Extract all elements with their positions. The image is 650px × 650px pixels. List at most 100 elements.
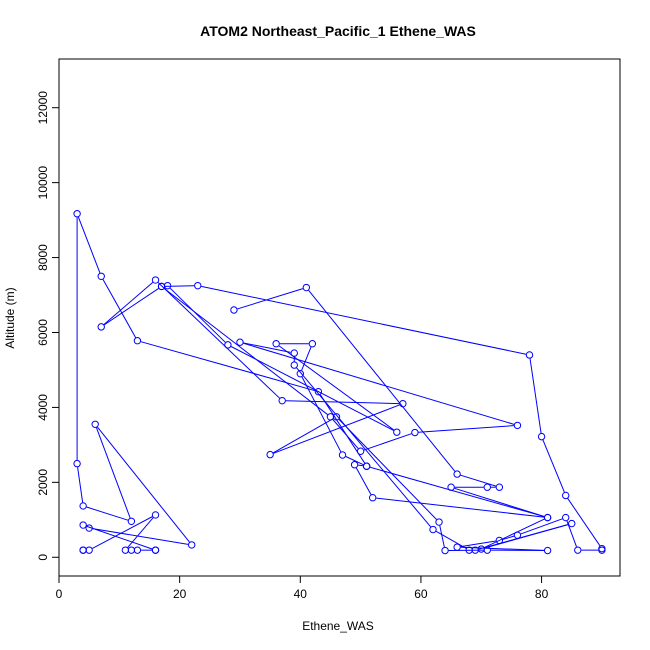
series-segment <box>358 464 364 467</box>
series-segment <box>92 528 189 545</box>
x-tick-label: 80 <box>535 587 549 601</box>
series-segment <box>369 466 545 518</box>
series-segment <box>95 427 131 519</box>
series-segment <box>484 524 569 549</box>
data-point <box>224 341 232 349</box>
data-point <box>477 545 485 553</box>
series-segment <box>165 285 195 287</box>
series-segment <box>332 419 359 449</box>
series-segment <box>103 282 154 325</box>
series-segment <box>243 342 291 353</box>
data-point <box>121 546 130 554</box>
data-point <box>453 543 461 551</box>
series-segment <box>273 404 400 454</box>
series-segment <box>529 358 542 434</box>
data-point <box>574 546 582 554</box>
series-segment <box>460 546 545 551</box>
data-point <box>598 544 606 553</box>
data-point <box>447 483 455 491</box>
data-point <box>568 519 576 528</box>
data-point <box>230 306 238 314</box>
series-segment <box>418 425 514 433</box>
series-segment <box>278 345 395 431</box>
series-segment <box>103 287 159 326</box>
series-segment <box>363 433 412 451</box>
data-point <box>278 396 286 405</box>
y-tick-label: 6000 <box>36 319 50 346</box>
series-segment <box>355 467 372 495</box>
series-segment <box>77 467 84 503</box>
data-point <box>79 502 87 510</box>
data-point <box>188 541 196 549</box>
y-tick-label: 2000 <box>36 469 50 496</box>
data-point <box>441 546 449 555</box>
x-tick-label: 40 <box>294 587 308 601</box>
data-point <box>495 536 504 545</box>
data-point <box>272 340 280 348</box>
data-point <box>537 432 546 441</box>
series-segment <box>345 456 364 466</box>
series-segment <box>301 346 312 371</box>
series-segment <box>157 282 280 399</box>
series-segment <box>97 426 190 543</box>
data-point <box>543 513 552 522</box>
data-point <box>513 421 522 430</box>
data-point <box>85 524 93 532</box>
data-point <box>562 513 570 522</box>
plot-frame <box>58 58 621 577</box>
series-segment <box>86 525 153 550</box>
series-segment <box>243 342 515 425</box>
data-point <box>314 387 323 396</box>
series-segment <box>542 439 565 493</box>
data-point <box>151 511 160 519</box>
series-segment <box>460 474 497 487</box>
series-segment <box>77 216 101 274</box>
series-segment <box>376 497 545 518</box>
data-point <box>513 531 522 539</box>
data-point <box>290 361 298 369</box>
data-point <box>429 525 437 534</box>
data-point <box>236 338 244 346</box>
data-point <box>435 518 443 526</box>
y-axis: 0 2000 4000 6000 8000 10000 12000 <box>36 91 60 561</box>
data-point <box>326 413 335 421</box>
series-segment <box>285 400 400 405</box>
data-point <box>296 369 304 378</box>
series-segment <box>273 418 334 454</box>
data-point <box>368 494 377 502</box>
data-point <box>79 546 87 554</box>
data-point <box>151 546 160 554</box>
y-tick-label: 0 <box>36 554 50 561</box>
data-point <box>85 546 93 554</box>
y-tick-label: 4000 <box>36 394 50 421</box>
data-point <box>308 340 317 348</box>
data-point <box>266 450 274 459</box>
x-tick-label: 60 <box>414 587 428 601</box>
series-segment <box>454 487 545 517</box>
series-segment <box>567 498 601 546</box>
data-point <box>483 483 491 491</box>
y-axis-label: Altitude (m) <box>3 287 17 348</box>
data-point <box>79 521 87 529</box>
data-point <box>73 210 81 218</box>
data-point <box>525 351 534 359</box>
series-segment <box>164 288 328 415</box>
data-point <box>151 276 160 284</box>
data-point <box>91 420 99 428</box>
x-axis-label: Ethene_WAS <box>302 619 374 633</box>
series-segment <box>169 287 226 343</box>
series-segment <box>92 516 153 549</box>
series-segment <box>237 288 304 310</box>
x-tick-label: 0 <box>56 587 63 601</box>
data-point <box>453 470 461 478</box>
series-segment <box>102 279 137 338</box>
x-axis: 0 20 40 60 80 <box>56 575 549 601</box>
data-point <box>127 546 136 554</box>
series-ethene-was <box>73 210 606 555</box>
data-point <box>163 281 172 290</box>
data-point <box>290 349 298 357</box>
data-point <box>338 451 347 459</box>
series-segment <box>308 290 456 472</box>
series-segment <box>439 525 445 548</box>
